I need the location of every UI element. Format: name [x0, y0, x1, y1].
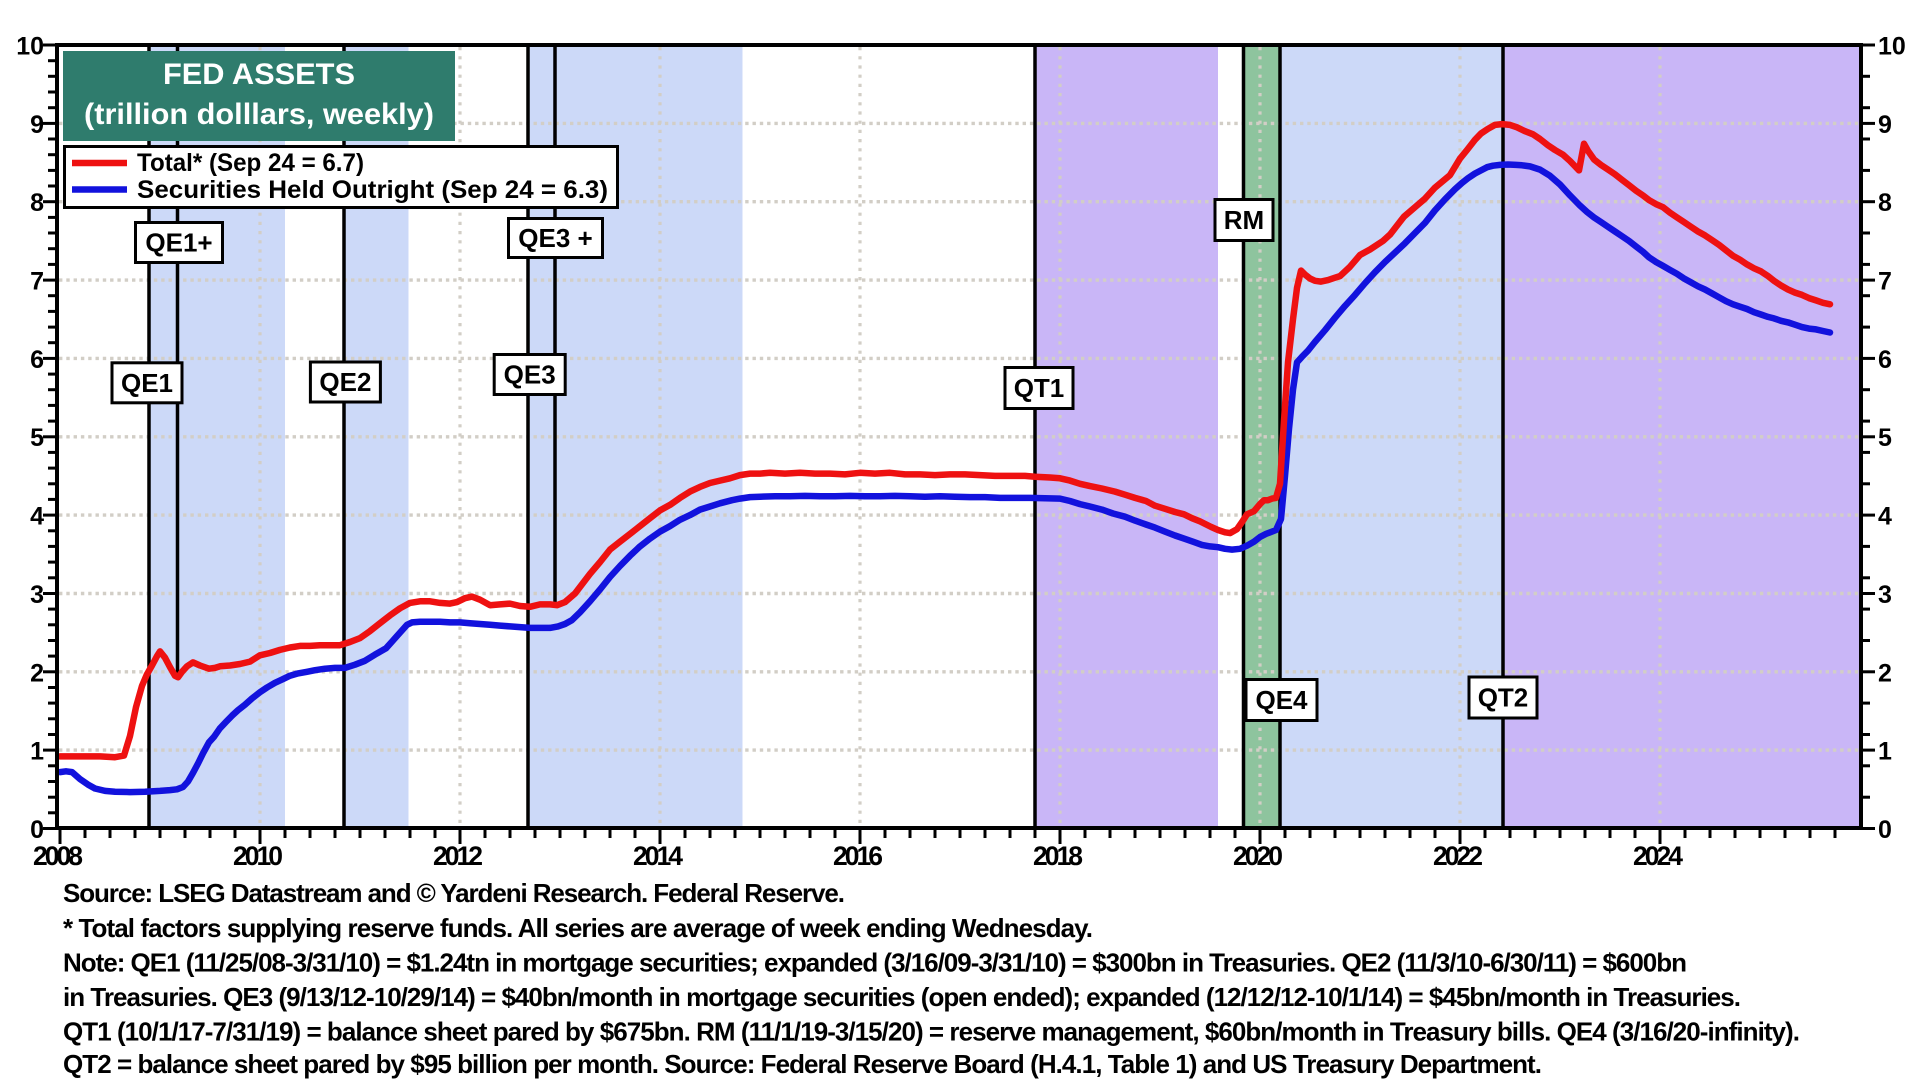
svg-text:7: 7: [1878, 268, 1892, 296]
svg-text:2014: 2014: [633, 841, 683, 871]
svg-text:QE1: QE1: [121, 368, 173, 398]
svg-text:RM: RM: [1224, 205, 1264, 235]
svg-text:5: 5: [30, 424, 44, 452]
svg-text:QT1 (10/1/17-7/31/19) = balanc: QT1 (10/1/17-7/31/19) = balance sheet pa…: [63, 1017, 1800, 1047]
svg-text:2: 2: [1878, 659, 1892, 687]
svg-text:8: 8: [1878, 189, 1892, 217]
svg-text:0: 0: [30, 816, 44, 844]
svg-text:10: 10: [1878, 33, 1906, 61]
svg-text:9: 9: [1878, 111, 1892, 139]
svg-text:0: 0: [1878, 816, 1892, 844]
svg-text:Securities Held Outright (Sep: Securities Held Outright (Sep 24 = 6.3): [137, 176, 608, 204]
svg-text:QE3: QE3: [504, 360, 556, 390]
svg-text:QT1: QT1: [1014, 373, 1065, 403]
svg-text:2020: 2020: [1233, 841, 1283, 871]
svg-text:QT2: QT2: [1478, 683, 1529, 713]
svg-text:3: 3: [1878, 581, 1892, 609]
svg-text:QE1+: QE1+: [145, 228, 212, 258]
svg-text:(trillion dolllars, weekly): (trillion dolllars, weekly): [84, 98, 434, 131]
svg-text:QE3 +: QE3 +: [518, 223, 592, 253]
svg-text:10: 10: [16, 33, 44, 61]
svg-text:7: 7: [30, 268, 44, 296]
svg-text:2022: 2022: [1433, 841, 1483, 871]
svg-text:4: 4: [30, 503, 44, 531]
svg-text:QE4: QE4: [1255, 685, 1308, 715]
svg-text:3: 3: [30, 581, 44, 609]
svg-text:6: 6: [30, 346, 44, 374]
svg-text:8: 8: [30, 189, 44, 217]
svg-text:1: 1: [30, 738, 44, 766]
svg-text:Note: QE1 (11/25/08-3/31/10) =: Note: QE1 (11/25/08-3/31/10) = $1.24tn i…: [63, 948, 1687, 978]
svg-text:Source: LSEG Datastream and ©: Source: LSEG Datastream and © Yardeni Re…: [63, 878, 845, 908]
svg-text:4: 4: [1878, 503, 1892, 531]
svg-text:5: 5: [1878, 424, 1892, 452]
svg-text:2016: 2016: [833, 841, 883, 871]
svg-text:Total* (Sep 24 = 6.7): Total* (Sep 24 = 6.7): [137, 149, 364, 177]
svg-text:2010: 2010: [233, 841, 283, 871]
svg-text:2024: 2024: [1633, 841, 1683, 871]
svg-text:2018: 2018: [1033, 841, 1083, 871]
svg-text:QE2: QE2: [319, 367, 371, 397]
svg-text:2: 2: [30, 659, 44, 687]
svg-text:* Total factors supplying rese: * Total factors supplying reserve funds.…: [63, 913, 1093, 943]
svg-text:2008: 2008: [33, 841, 83, 871]
svg-text:FED ASSETS: FED ASSETS: [163, 58, 355, 91]
svg-text:QT2 = balance sheet pared by $: QT2 = balance sheet pared by $95 billion…: [63, 1049, 1542, 1079]
svg-text:6: 6: [1878, 346, 1892, 374]
svg-text:1: 1: [1878, 738, 1892, 766]
svg-text:in Treasuries. QE3 (9/13/12-10: in Treasuries. QE3 (9/13/12-10/29/14) = …: [63, 982, 1741, 1012]
svg-text:2012: 2012: [433, 841, 483, 871]
svg-text:9: 9: [30, 111, 44, 139]
